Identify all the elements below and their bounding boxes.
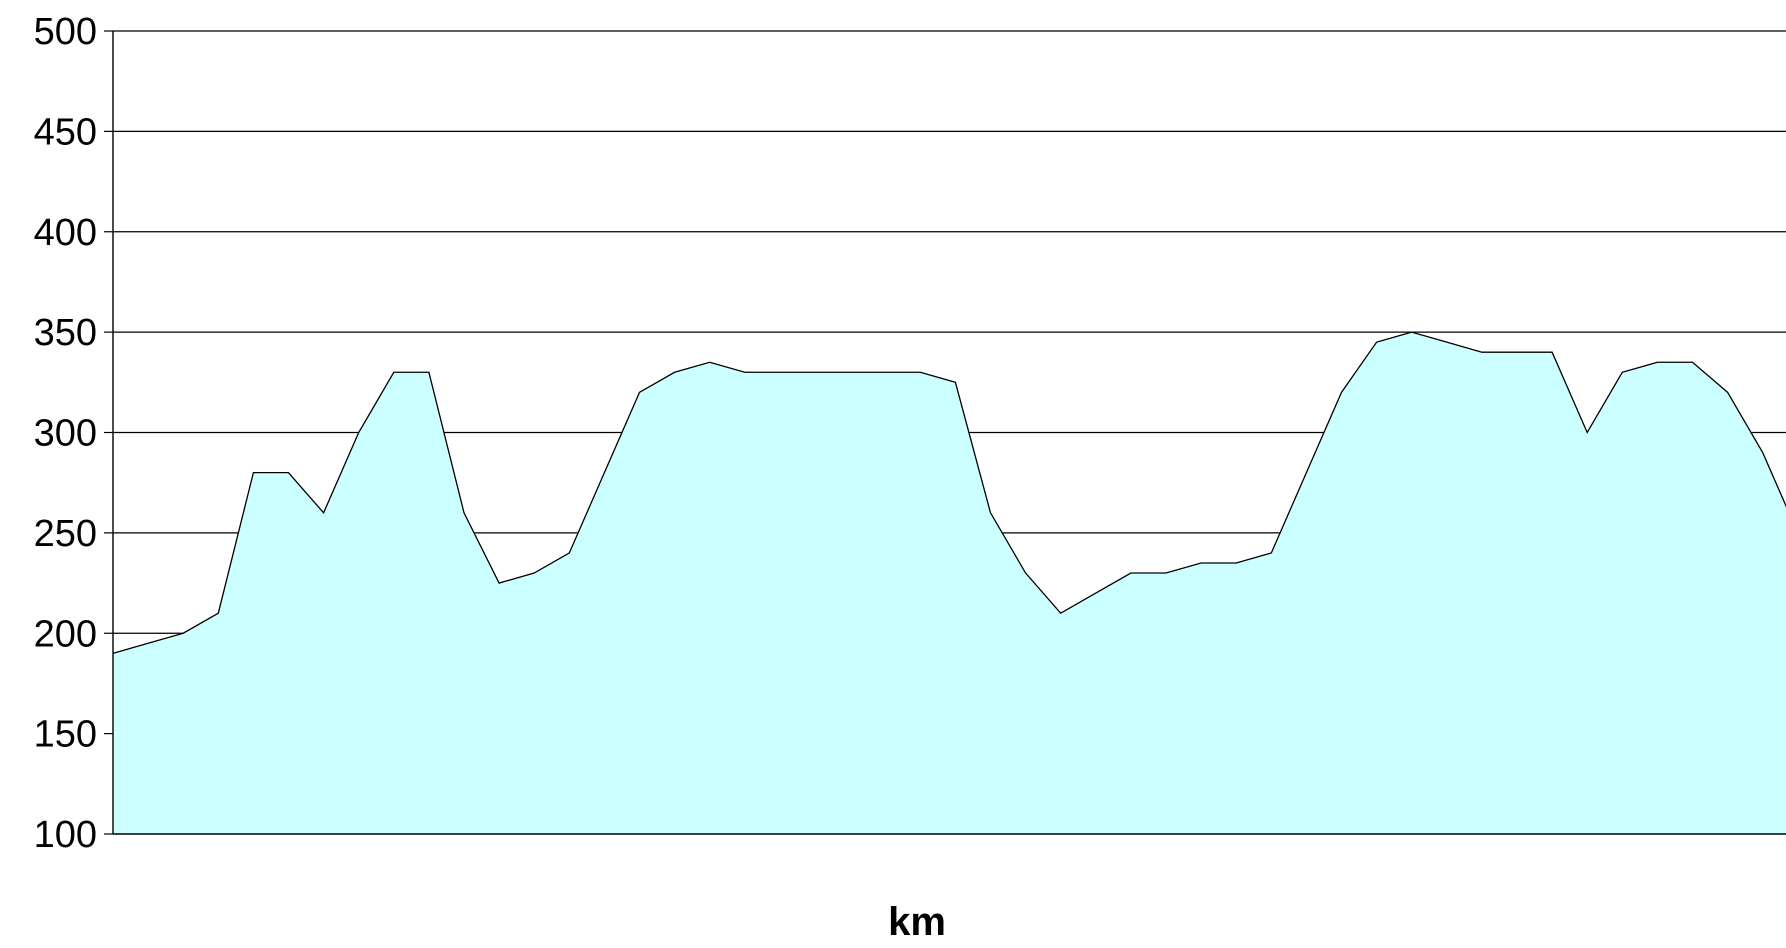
y-tick-label: 200: [34, 613, 97, 655]
y-tick-label: 350: [34, 312, 97, 354]
y-tick-label: 100: [34, 814, 97, 856]
y-tick-label: 300: [34, 413, 97, 455]
area-fill: [113, 332, 1786, 834]
y-tick-label: 150: [34, 714, 97, 756]
y-tick-label: 400: [34, 212, 97, 254]
y-tick-label: 250: [34, 513, 97, 555]
y-tick-label: 500: [34, 11, 97, 53]
x-axis-label: km: [888, 900, 946, 943]
area-series: [113, 332, 1786, 834]
y-tick-label: 450: [34, 111, 97, 153]
y-tick-labels: 500 450 400 350 300 250 200 150 100: [34, 11, 97, 856]
